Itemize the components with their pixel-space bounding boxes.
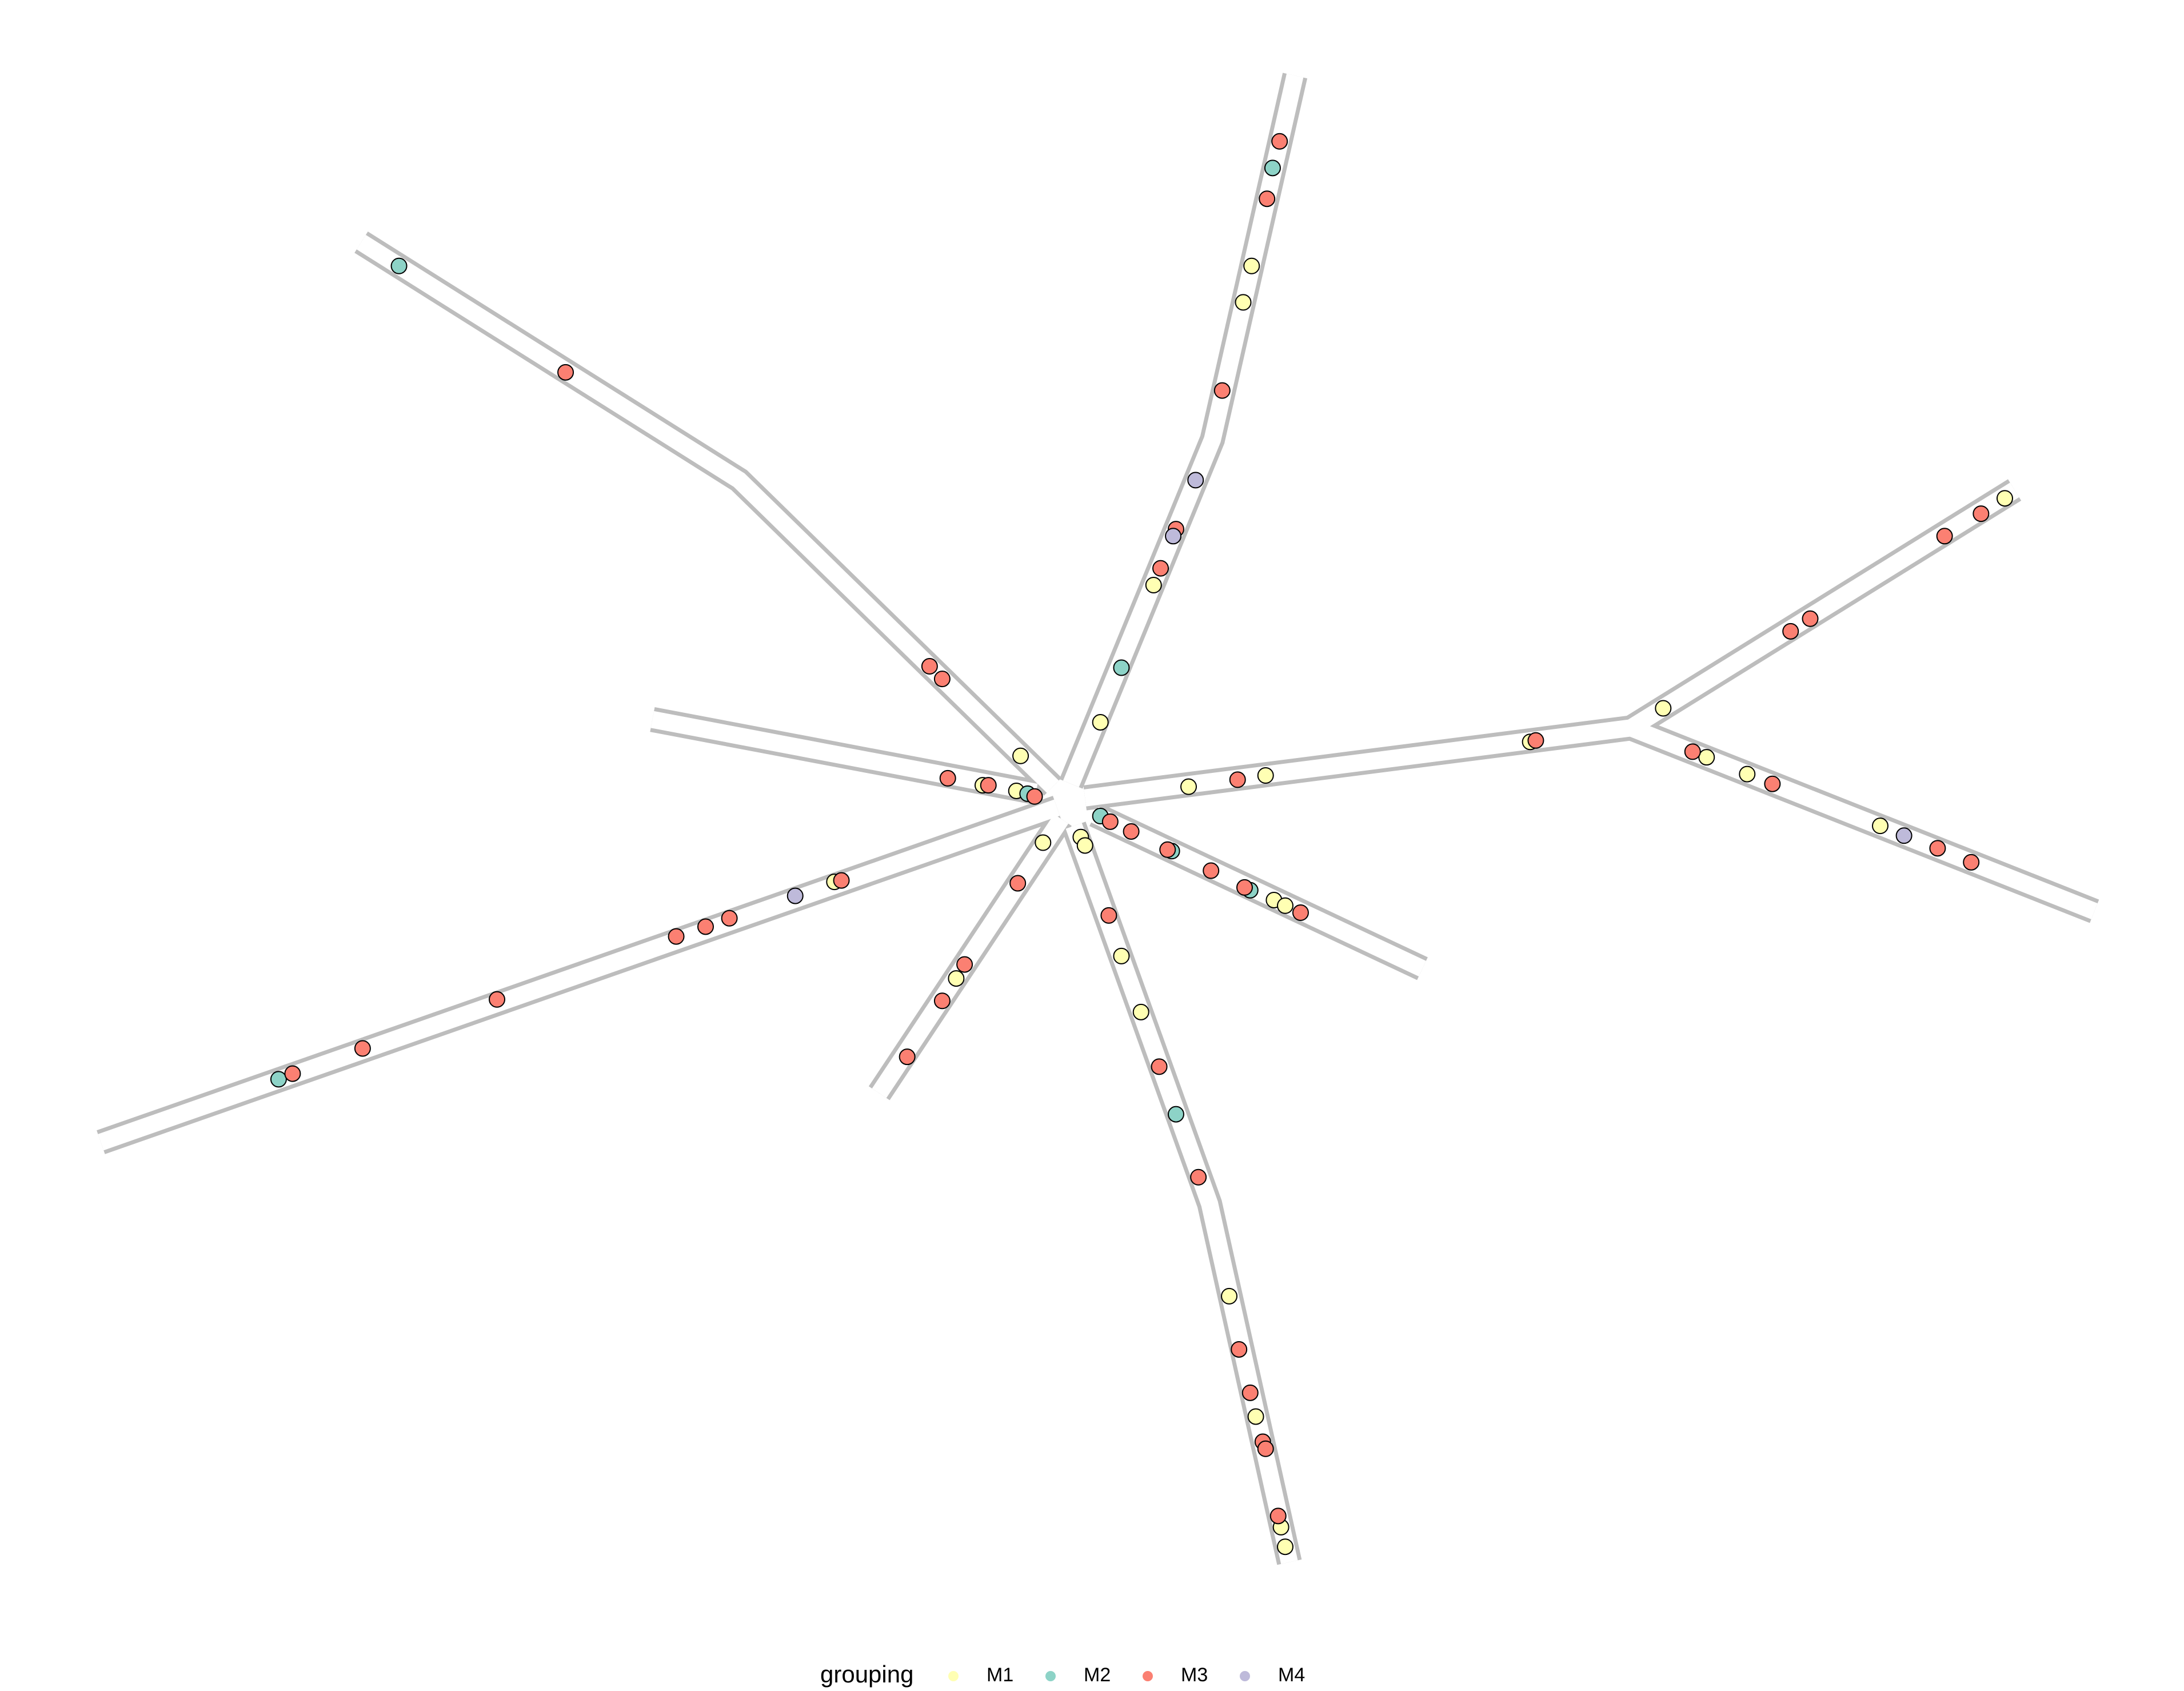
point [1100, 907, 1117, 924]
point [939, 769, 956, 787]
legend-label: M4 [1278, 1664, 1305, 1686]
point [1241, 1384, 1259, 1401]
edge-inner [98, 799, 1060, 1151]
point [1269, 1507, 1287, 1525]
point [1035, 834, 1052, 851]
point [1187, 472, 1204, 489]
point [1236, 879, 1253, 896]
point [833, 872, 850, 889]
point [1764, 775, 1781, 792]
point [1277, 1538, 1294, 1556]
point [354, 1040, 371, 1057]
point [921, 658, 938, 675]
point [1165, 528, 1182, 545]
point [1235, 294, 1252, 311]
edge-inner [650, 711, 1038, 801]
point [1527, 732, 1544, 749]
point [1152, 560, 1169, 577]
point [1101, 813, 1119, 830]
legend-key [1240, 1671, 1250, 1681]
point [1213, 382, 1231, 399]
point [786, 887, 804, 904]
point [1113, 947, 1130, 964]
point [1271, 133, 1288, 150]
point [1936, 528, 1953, 545]
point [980, 777, 997, 794]
point [1684, 743, 1701, 760]
point [1277, 897, 1294, 914]
point [1963, 854, 1980, 871]
point [933, 992, 951, 1010]
point [1739, 765, 1756, 783]
point [1243, 257, 1260, 274]
point [1012, 747, 1029, 764]
legend-label: M2 [1084, 1664, 1111, 1686]
point [1092, 713, 1109, 731]
point [1167, 1106, 1184, 1123]
point [1264, 159, 1281, 177]
point [1802, 610, 1819, 627]
point [390, 257, 408, 274]
point [1895, 827, 1913, 844]
edge-inner [872, 814, 1069, 1098]
point [1159, 841, 1176, 858]
legend-label: M3 [1181, 1664, 1208, 1686]
point [1076, 837, 1093, 854]
point [489, 991, 506, 1008]
point [1698, 749, 1715, 766]
legend-label: M1 [987, 1664, 1013, 1686]
point [956, 956, 973, 973]
point [1203, 862, 1220, 879]
point [1190, 1168, 1207, 1186]
point [948, 970, 965, 987]
point [1257, 767, 1274, 784]
point [270, 1071, 287, 1088]
point [1221, 1287, 1238, 1305]
point [1132, 1003, 1149, 1020]
point [284, 1065, 301, 1082]
legend-key [1143, 1671, 1153, 1681]
point [933, 671, 951, 688]
point [1229, 771, 1246, 788]
point [1871, 817, 1888, 835]
legend-key [948, 1671, 959, 1681]
point [1247, 1408, 1264, 1425]
point [899, 1048, 916, 1066]
point [1655, 700, 1672, 717]
point [1113, 659, 1130, 676]
point [1929, 840, 1946, 857]
point [1259, 190, 1276, 208]
legend-key [1045, 1671, 1056, 1681]
point [668, 928, 685, 945]
point [1123, 823, 1140, 840]
point [1973, 505, 1990, 523]
legend-title: grouping [820, 1661, 913, 1688]
point [1996, 490, 2013, 507]
point [697, 918, 714, 935]
point [1151, 1058, 1168, 1075]
edge-inner [1091, 807, 1426, 977]
point [1009, 875, 1027, 892]
point [1782, 623, 1799, 640]
point [1180, 778, 1197, 795]
point [721, 910, 738, 927]
point [1292, 904, 1309, 921]
point [1026, 788, 1043, 805]
point [1231, 1341, 1248, 1358]
point [1257, 1440, 1274, 1457]
point [557, 364, 574, 381]
point [1145, 577, 1162, 594]
